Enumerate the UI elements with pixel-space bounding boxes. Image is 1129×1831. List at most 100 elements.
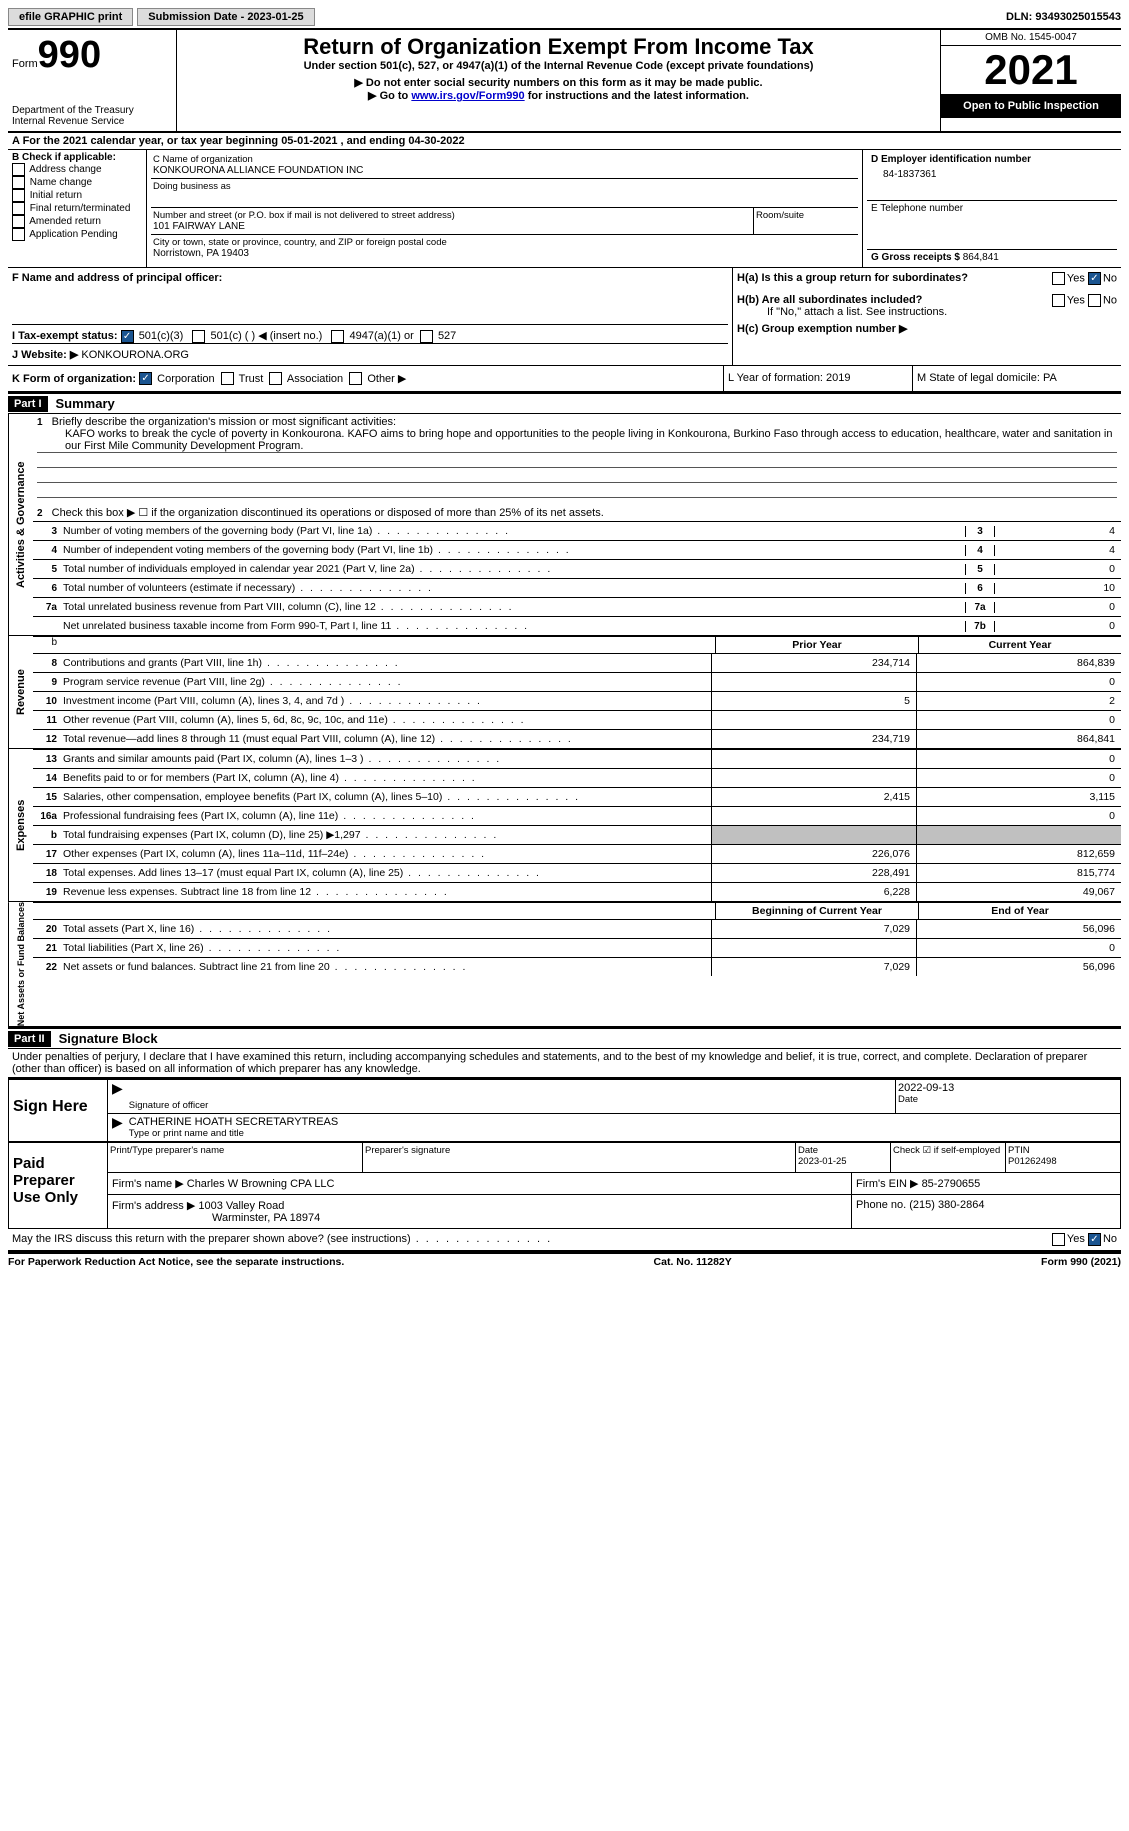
checkbox-name-change[interactable] bbox=[12, 176, 25, 189]
dept-treasury: Department of the Treasury bbox=[12, 105, 172, 116]
firm-ein: 85-2790655 bbox=[922, 1178, 981, 1190]
irs-label: Internal Revenue Service bbox=[12, 116, 172, 127]
summary-line-13: 13Grants and similar amounts paid (Part … bbox=[33, 749, 1121, 768]
paid-preparer-section: Paid Preparer Use Only Print/Type prepar… bbox=[8, 1142, 1121, 1229]
checkbox-address-change[interactable] bbox=[12, 163, 25, 176]
org-city: Norristown, PA 19403 bbox=[153, 248, 856, 259]
org-street: 101 FAIRWAY LANE bbox=[153, 221, 751, 232]
checkbox-initial-return[interactable] bbox=[12, 189, 25, 202]
officer-section: F Name and address of principal officer:… bbox=[8, 268, 1121, 366]
net-assets-section: Net Assets or Fund Balances Beginning of… bbox=[8, 902, 1121, 1028]
sig-date: 2022-09-13 bbox=[898, 1082, 1118, 1094]
firm-addr1: 1003 Valley Road bbox=[198, 1200, 284, 1212]
netassets-label: Net Assets or Fund Balances bbox=[8, 902, 33, 1026]
submission-date-button[interactable]: Submission Date - 2023-01-25 bbox=[137, 8, 314, 26]
state-domicile: M State of legal domicile: PA bbox=[912, 366, 1121, 392]
box-b: B Check if applicable: Address change Na… bbox=[8, 150, 147, 267]
summary-line-8: 8Contributions and grants (Part VIII, li… bbox=[33, 653, 1121, 672]
arrow-icon: ▶ bbox=[108, 1080, 127, 1113]
firm-name: Charles W Browning CPA LLC bbox=[187, 1178, 335, 1190]
summary-line-b: bTotal fundraising expenses (Part IX, co… bbox=[33, 825, 1121, 844]
summary-line-12: 12Total revenue—add lines 8 through 11 (… bbox=[33, 729, 1121, 748]
summary-line-14: 14Benefits paid to or for members (Part … bbox=[33, 768, 1121, 787]
omb-label: OMB No. 1545-0047 bbox=[941, 30, 1121, 46]
mission-text: KAFO works to break the cycle of poverty… bbox=[37, 428, 1117, 453]
part1-header: Part I Summary bbox=[8, 393, 1121, 414]
year-formation: L Year of formation: 2019 bbox=[723, 366, 912, 392]
summary-line-17: 17Other expenses (Part IX, column (A), l… bbox=[33, 844, 1121, 863]
form-subtitle: Under section 501(c), 527, or 4947(a)(1)… bbox=[181, 60, 936, 72]
checkbox-trust[interactable] bbox=[221, 372, 234, 385]
summary-line-16a: 16aProfessional fundraising fees (Part I… bbox=[33, 806, 1121, 825]
checkbox-discuss-no[interactable] bbox=[1088, 1233, 1101, 1246]
checkbox-other[interactable] bbox=[349, 372, 362, 385]
efile-button[interactable]: efile GRAPHIC print bbox=[8, 8, 133, 26]
org-form-section: K Form of organization: Corporation Trus… bbox=[8, 366, 1121, 394]
checkbox-amended-return[interactable] bbox=[12, 215, 25, 228]
firm-phone: (215) 380-2864 bbox=[909, 1199, 984, 1211]
checkbox-ha-yes[interactable] bbox=[1052, 272, 1065, 285]
checkbox-corp[interactable] bbox=[139, 372, 152, 385]
org-name: KONKOURONA ALLIANCE FOUNDATION INC bbox=[153, 165, 856, 176]
firm-addr2: Warminster, PA 18974 bbox=[112, 1212, 847, 1224]
gross-receipts: 864,841 bbox=[963, 252, 999, 263]
checkbox-4947[interactable] bbox=[331, 330, 344, 343]
activities-governance-section: Activities & Governance 1 Briefly descri… bbox=[8, 414, 1121, 636]
summary-line-21: 21Total liabilities (Part X, line 26)0 bbox=[33, 938, 1121, 957]
arrow-icon: ▶ bbox=[108, 1114, 127, 1141]
checkbox-final-return/terminated[interactable] bbox=[12, 202, 25, 215]
summary-line-7b: Net unrelated business taxable income fr… bbox=[33, 616, 1121, 635]
tax-period: A For the 2021 calendar year, or tax yea… bbox=[8, 133, 1121, 150]
summary-line-10: 10Investment income (Part VIII, column (… bbox=[33, 691, 1121, 710]
current-year-header: Current Year bbox=[918, 637, 1121, 653]
summary-line-3: 3Number of voting members of the governi… bbox=[33, 521, 1121, 540]
sign-here-section: Sign Here ▶ Signature of officer 2022-09… bbox=[8, 1078, 1121, 1142]
summary-line-19: 19Revenue less expenses. Subtract line 1… bbox=[33, 882, 1121, 901]
note-ssn: ▶ Do not enter social security numbers o… bbox=[181, 76, 936, 89]
activities-label: Activities & Governance bbox=[8, 414, 33, 635]
checkbox-assoc[interactable] bbox=[269, 372, 282, 385]
checkbox-501c3[interactable] bbox=[121, 330, 134, 343]
form-number: 990 bbox=[38, 34, 101, 76]
ein-value: 84-1837361 bbox=[871, 165, 1113, 184]
checkbox-527[interactable] bbox=[420, 330, 433, 343]
entity-section: B Check if applicable: Address change Na… bbox=[8, 150, 1121, 268]
checkbox-hb-no[interactable] bbox=[1088, 294, 1101, 307]
summary-line-7a: 7aTotal unrelated business revenue from … bbox=[33, 597, 1121, 616]
end-year-header: End of Year bbox=[918, 903, 1121, 919]
tax-year: 2021 bbox=[941, 46, 1121, 94]
checkbox-ha-no[interactable] bbox=[1088, 272, 1101, 285]
irs-link[interactable]: www.irs.gov/Form990 bbox=[411, 90, 524, 102]
checkbox-application-pending[interactable] bbox=[12, 228, 25, 241]
box-d-e-g: D Employer identification number 84-1837… bbox=[862, 150, 1121, 267]
checkbox-discuss-yes[interactable] bbox=[1052, 1233, 1065, 1246]
summary-line-22: 22Net assets or fund balances. Subtract … bbox=[33, 957, 1121, 976]
revenue-label: Revenue bbox=[8, 636, 33, 748]
expenses-section: Expenses 13Grants and similar amounts pa… bbox=[8, 749, 1121, 902]
form-label: Form bbox=[12, 58, 38, 70]
ptin-value: P01262498 bbox=[1008, 1156, 1118, 1167]
summary-line-11: 11Other revenue (Part VIII, column (A), … bbox=[33, 710, 1121, 729]
summary-line-15: 15Salaries, other compensation, employee… bbox=[33, 787, 1121, 806]
form-title: Return of Organization Exempt From Incom… bbox=[181, 34, 936, 60]
summary-line-18: 18Total expenses. Add lines 13–17 (must … bbox=[33, 863, 1121, 882]
officer-name: CATHERINE HOATH SECRETARYTREAS bbox=[129, 1116, 1118, 1128]
top-bar: efile GRAPHIC print Submission Date - 20… bbox=[8, 8, 1121, 30]
discuss-row: May the IRS discuss this return with the… bbox=[8, 1229, 1121, 1252]
note-goto: ▶ Go to www.irs.gov/Form990 for instruct… bbox=[181, 89, 936, 102]
perjury-declaration: Under penalties of perjury, I declare th… bbox=[8, 1049, 1121, 1078]
summary-line-6: 6Total number of volunteers (estimate if… bbox=[33, 578, 1121, 597]
summary-line-20: 20Total assets (Part X, line 16)7,02956,… bbox=[33, 919, 1121, 938]
part2-header: Part II Signature Block bbox=[8, 1028, 1121, 1049]
summary-line-5: 5Total number of individuals employed in… bbox=[33, 559, 1121, 578]
open-inspection: Open to Public Inspection bbox=[941, 94, 1121, 118]
footer: For Paperwork Reduction Act Notice, see … bbox=[8, 1252, 1121, 1268]
box-c: C Name of organization KONKOURONA ALLIAN… bbox=[147, 150, 862, 267]
form-header: Form990 Department of the Treasury Inter… bbox=[8, 30, 1121, 133]
checkbox-hb-yes[interactable] bbox=[1052, 294, 1065, 307]
summary-line-9: 9Program service revenue (Part VIII, lin… bbox=[33, 672, 1121, 691]
begin-year-header: Beginning of Current Year bbox=[715, 903, 918, 919]
checkbox-501c[interactable] bbox=[192, 330, 205, 343]
revenue-section: Revenue b Prior Year Current Year 8Contr… bbox=[8, 636, 1121, 749]
prior-year-header: Prior Year bbox=[715, 637, 918, 653]
